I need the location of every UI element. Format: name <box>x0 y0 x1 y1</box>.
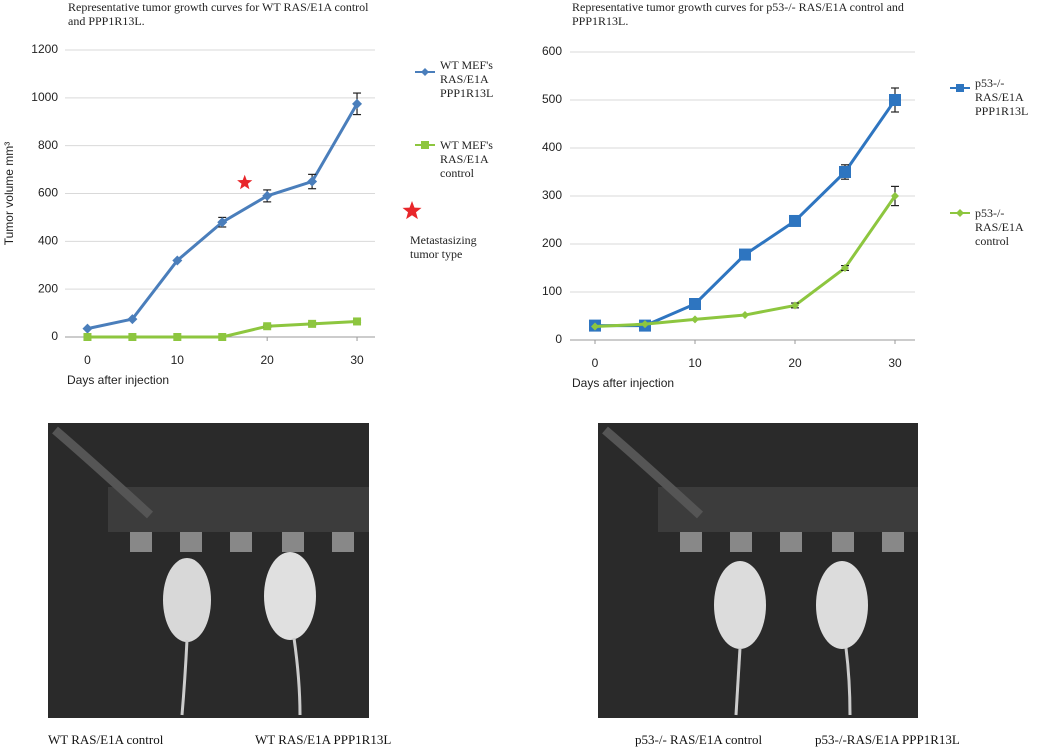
series-line <box>87 103 359 331</box>
data-point <box>691 315 699 324</box>
data-point <box>82 323 93 334</box>
y-tick-label: 200 <box>38 281 58 295</box>
x-tick-label: 30 <box>888 356 902 370</box>
y-tick-label: 800 <box>38 138 58 152</box>
y-tick-label: 1000 <box>31 90 58 104</box>
chart-title: Representative tumor growth curves for p… <box>572 0 904 28</box>
photo-caption: WT RAS/E1A PPP1R13L <box>255 732 392 747</box>
data-point <box>839 166 851 178</box>
y-tick-label: 400 <box>38 234 58 248</box>
x-tick-label: 0 <box>592 356 599 370</box>
data-point <box>173 333 182 341</box>
series-line <box>594 195 897 329</box>
legend-label: p53-/- RAS/E1A PPP1R13L <box>975 76 1029 118</box>
data-point <box>421 141 429 149</box>
data-point <box>218 333 227 341</box>
data-point <box>741 311 749 320</box>
y-tick-label: 0 <box>555 332 562 346</box>
photo-caption: p53-/- RAS/E1A control <box>635 732 763 747</box>
x-axis-label: Days after injection <box>67 373 169 387</box>
data-point <box>353 317 362 326</box>
y-tick-label: 0 <box>51 329 58 343</box>
y-axis-label: Tumor volume mm³ <box>2 142 16 246</box>
annotation-text: Metastasizing tumor type <box>410 233 477 261</box>
data-point <box>791 301 799 310</box>
x-tick-label: 0 <box>84 353 91 367</box>
data-point <box>128 333 137 341</box>
data-point <box>956 209 964 217</box>
x-tick-label: 20 <box>260 353 274 367</box>
photo-caption: WT RAS/E1A control <box>48 732 164 747</box>
y-tick-label: 100 <box>542 284 562 298</box>
data-point <box>83 333 92 341</box>
x-tick-label: 30 <box>350 353 364 367</box>
data-point <box>308 319 317 328</box>
chart-title: Representative tumor growth curves for W… <box>68 0 369 28</box>
data-point <box>841 264 849 272</box>
legend-label: WT MEF's RAS/E1A control <box>440 138 493 180</box>
legend-label: WT MEF's RAS/E1A PPP1R13L <box>440 58 494 100</box>
star-marker <box>402 201 422 220</box>
data-point <box>789 214 801 227</box>
data-point <box>307 176 318 187</box>
data-point <box>352 98 363 109</box>
x-tick-label: 20 <box>788 356 802 370</box>
legend-label: p53-/- RAS/E1A control <box>975 206 1024 248</box>
y-tick-label: 600 <box>38 186 58 200</box>
photo-left <box>48 423 369 718</box>
y-tick-label: 500 <box>542 92 562 106</box>
y-tick-label: 400 <box>542 140 562 154</box>
data-point <box>889 94 901 106</box>
data-point <box>641 320 649 329</box>
photo-caption: p53-/-RAS/E1A PPP1R13L <box>815 732 960 747</box>
data-point <box>127 314 138 325</box>
y-tick-label: 600 <box>542 44 562 58</box>
data-point <box>421 68 429 76</box>
data-point <box>262 190 273 201</box>
x-tick-label: 10 <box>688 356 702 370</box>
data-point <box>956 84 964 92</box>
photo-right <box>598 423 918 718</box>
star-marker <box>237 174 253 190</box>
data-point <box>591 322 599 331</box>
data-point <box>172 255 183 266</box>
x-axis-label: Days after injection <box>572 376 674 390</box>
data-point <box>891 192 899 200</box>
data-point <box>689 298 701 310</box>
data-point <box>217 217 228 228</box>
y-tick-label: 300 <box>542 188 562 202</box>
y-tick-label: 1200 <box>31 42 58 56</box>
y-tick-label: 200 <box>542 236 562 250</box>
data-point <box>263 322 272 331</box>
data-point <box>739 248 751 261</box>
x-tick-label: 10 <box>171 353 185 367</box>
